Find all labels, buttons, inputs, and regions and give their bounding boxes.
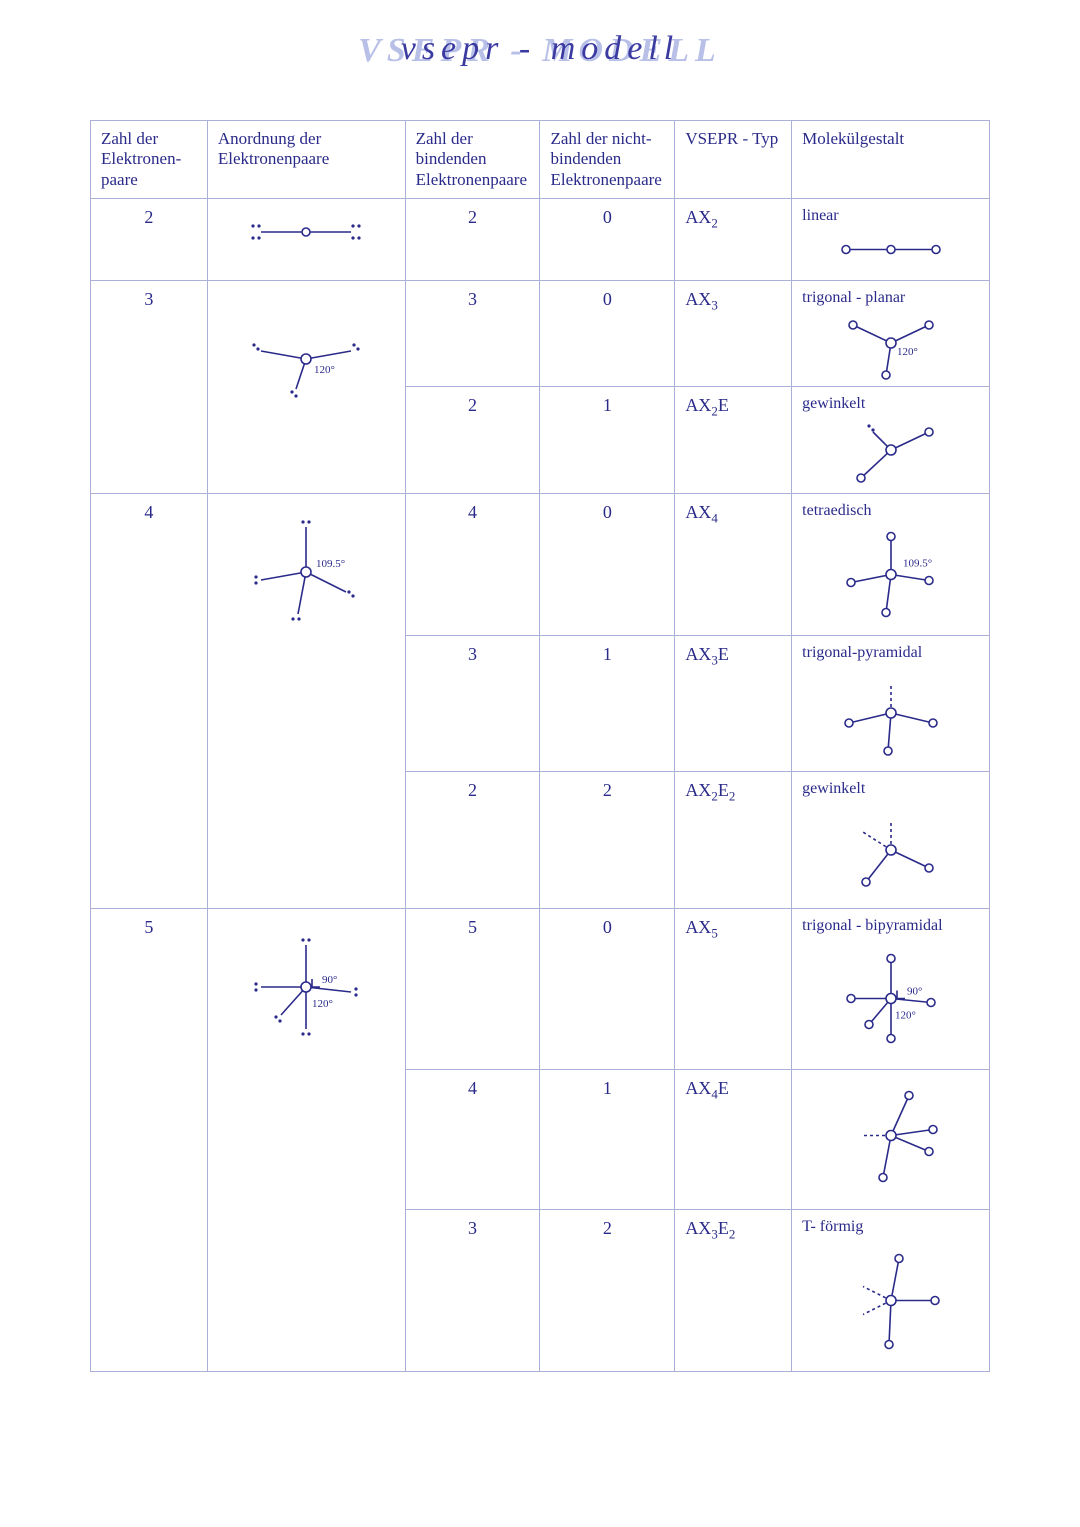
svg-text:120°: 120° bbox=[314, 364, 335, 376]
cell-bonding: 3 bbox=[405, 635, 540, 772]
cell-bonding: 2 bbox=[405, 387, 540, 494]
col-header-2: Zahl der bindenden Elektronenpaare bbox=[405, 121, 540, 199]
cell-arrangement bbox=[207, 199, 405, 281]
cell-nonbonding: 0 bbox=[540, 493, 675, 635]
cell-vsepr-type: AX2E2 bbox=[675, 772, 792, 909]
cell-bonding: 4 bbox=[405, 1070, 540, 1210]
cell-shape: trigonal - planar120° bbox=[792, 280, 990, 387]
col-header-5: Molekülgestalt bbox=[792, 121, 990, 199]
cell-shape bbox=[792, 1070, 990, 1210]
cell-ep: 4 bbox=[91, 493, 208, 908]
cell-vsepr-type: AX3E2 bbox=[675, 1210, 792, 1372]
page-title: VSEPR - MODELL vsepr - modell bbox=[90, 30, 990, 90]
cell-nonbonding: 0 bbox=[540, 199, 675, 281]
cell-nonbonding: 1 bbox=[540, 635, 675, 772]
cell-vsepr-type: AX2E bbox=[675, 387, 792, 494]
table-row: 3120°30AX3trigonal - planar120° bbox=[91, 280, 990, 387]
svg-text:120°: 120° bbox=[312, 998, 333, 1010]
cell-arrangement: 109.5° bbox=[207, 493, 405, 908]
col-header-3: Zahl der nicht-bindenden Elektronenpaare bbox=[540, 121, 675, 199]
svg-text:109.5°: 109.5° bbox=[903, 557, 932, 569]
cell-bonding: 4 bbox=[405, 493, 540, 635]
vsepr-table: Zahl der Elektronen-paareAnordnung der E… bbox=[90, 120, 990, 1372]
cell-nonbonding: 1 bbox=[540, 387, 675, 494]
svg-text:120°: 120° bbox=[895, 1010, 916, 1022]
table-header-row: Zahl der Elektronen-paareAnordnung der E… bbox=[91, 121, 990, 199]
cell-vsepr-type: AX3 bbox=[675, 280, 792, 387]
cell-nonbonding: 2 bbox=[540, 772, 675, 909]
svg-text:90°: 90° bbox=[907, 986, 922, 998]
cell-shape: gewinkelt bbox=[792, 387, 990, 494]
cell-nonbonding: 0 bbox=[540, 908, 675, 1070]
cell-arrangement: 90° 120° bbox=[207, 908, 405, 1371]
cell-bonding: 3 bbox=[405, 1210, 540, 1372]
title-text: vsepr - modell bbox=[90, 30, 990, 68]
table-row: 220AX2linear bbox=[91, 199, 990, 281]
cell-shape: trigonal - bipyramidal90°120° bbox=[792, 908, 990, 1070]
cell-vsepr-type: AX3E bbox=[675, 635, 792, 772]
cell-vsepr-type: AX4E bbox=[675, 1070, 792, 1210]
cell-shape: gewinkelt bbox=[792, 772, 990, 909]
cell-vsepr-type: AX4 bbox=[675, 493, 792, 635]
cell-bonding: 2 bbox=[405, 199, 540, 281]
cell-ep: 3 bbox=[91, 280, 208, 493]
cell-nonbonding: 1 bbox=[540, 1070, 675, 1210]
cell-bonding: 3 bbox=[405, 280, 540, 387]
col-header-1: Anordnung der Elektronenpaare bbox=[207, 121, 405, 199]
cell-ep: 5 bbox=[91, 908, 208, 1371]
cell-ep: 2 bbox=[91, 199, 208, 281]
cell-nonbonding: 2 bbox=[540, 1210, 675, 1372]
table-row: 590°120°50AX5trigonal - bipyramidal90°12… bbox=[91, 908, 990, 1070]
cell-bonding: 2 bbox=[405, 772, 540, 909]
cell-vsepr-type: AX2 bbox=[675, 199, 792, 281]
cell-shape: trigonal-pyramidal bbox=[792, 635, 990, 772]
cell-shape: linear bbox=[792, 199, 990, 281]
cell-arrangement: 120° bbox=[207, 280, 405, 493]
svg-text:120°: 120° bbox=[897, 346, 918, 358]
cell-vsepr-type: AX5 bbox=[675, 908, 792, 1070]
cell-shape: T- förmig bbox=[792, 1210, 990, 1372]
table-row: 4109.5°40AX4tetraedisch109.5° bbox=[91, 493, 990, 635]
cell-shape: tetraedisch109.5° bbox=[792, 493, 990, 635]
svg-text:109.5°: 109.5° bbox=[316, 558, 345, 570]
col-header-0: Zahl der Elektronen-paare bbox=[91, 121, 208, 199]
cell-nonbonding: 0 bbox=[540, 280, 675, 387]
svg-text:90°: 90° bbox=[322, 974, 337, 986]
cell-bonding: 5 bbox=[405, 908, 540, 1070]
col-header-4: VSEPR - Typ bbox=[675, 121, 792, 199]
